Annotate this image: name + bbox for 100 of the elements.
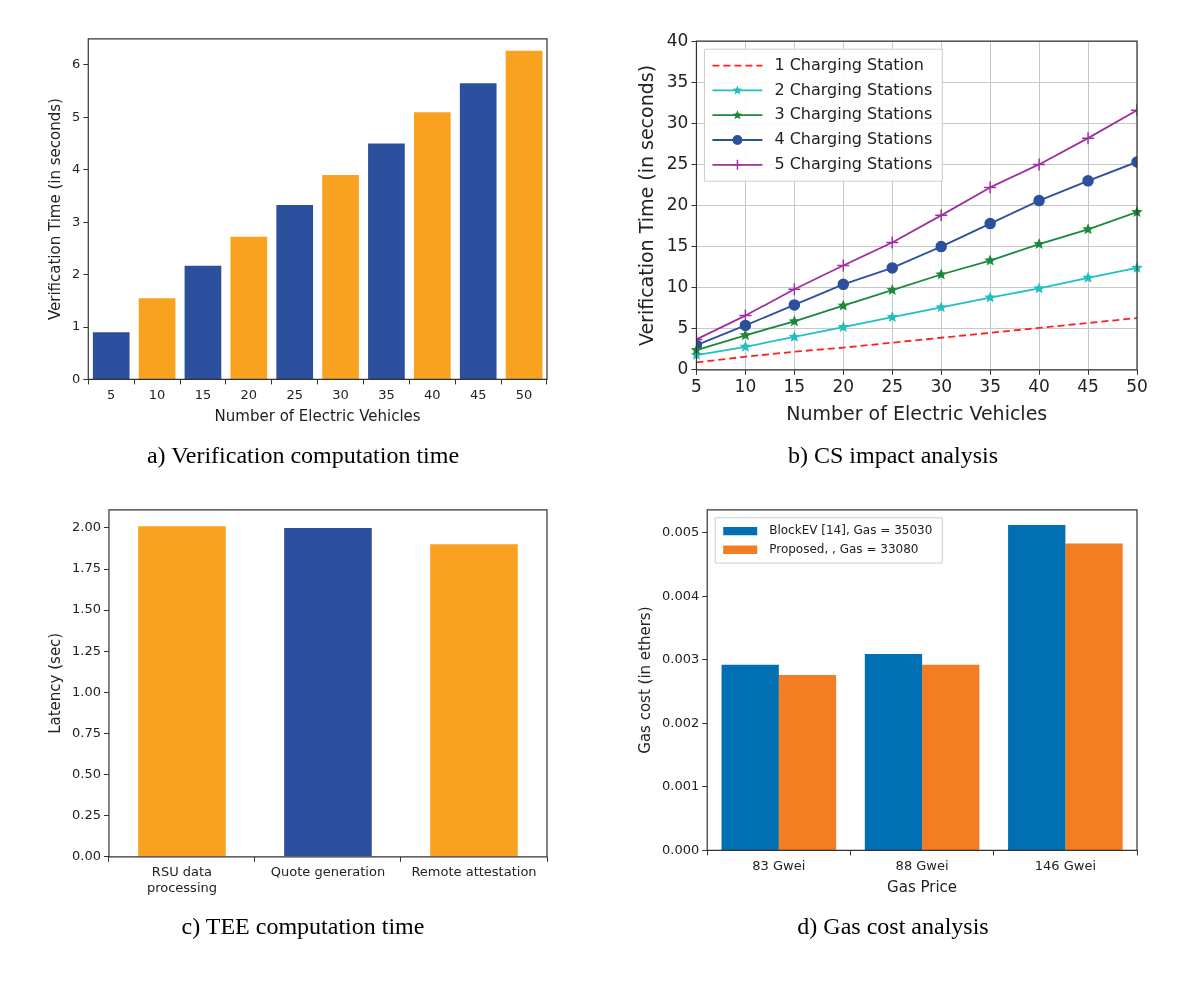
y-tick-label: 20 [666, 193, 689, 214]
point [1033, 238, 1045, 249]
y-tick-label: 0.005 [662, 524, 700, 540]
y-tick-label: 1.25 [71, 642, 101, 658]
x-tick-label: RSU data processing [146, 863, 217, 895]
point [1033, 282, 1045, 294]
x-tick-label: 25 [881, 376, 904, 397]
point [739, 340, 752, 352]
x-tick-label: 35 [378, 386, 395, 402]
y-tick-label: 1.75 [71, 560, 101, 576]
y-tick-label: 0 [71, 370, 81, 386]
x-tick-label: 30 [930, 376, 953, 397]
x-tick-label: 40 [424, 386, 441, 402]
y-tick-label: 0.002 [662, 714, 700, 730]
bar [92, 332, 130, 379]
bar [459, 83, 497, 379]
bar [778, 675, 837, 850]
x-tick-label: Quote generation [270, 863, 386, 879]
text: c) TEE computation time [181, 913, 425, 940]
x-axis-title: Gas Price [887, 877, 958, 896]
y-tick-label: 0 [677, 358, 689, 379]
point [886, 284, 898, 295]
point [787, 282, 802, 297]
y-tick-label: 15 [666, 235, 689, 255]
x-tick-label: 83 Gwei [752, 857, 806, 873]
legend-label: 5 Charging Stations [774, 153, 933, 173]
legend-label: 4 Charging Stations [774, 129, 933, 149]
bar [138, 298, 176, 379]
bar [1008, 525, 1066, 850]
line-series [696, 317, 1137, 364]
x-tick-label: Remote attestation [411, 863, 537, 879]
y-tick-label: 1.00 [71, 683, 101, 699]
x-tick-label: 10 [148, 386, 166, 402]
point [886, 262, 898, 274]
x-tick-label: 88 Gwei [895, 857, 949, 873]
y-tick-label: 0.75 [71, 724, 101, 740]
point [1082, 223, 1094, 235]
y-tick-label: 2.00 [71, 519, 101, 535]
bar [505, 50, 543, 379]
point [1082, 271, 1094, 283]
y-tick-label: 0.000 [662, 841, 700, 857]
bar [922, 664, 980, 850]
x-tick-label: 25 [286, 386, 303, 402]
y-tick-label: 5 [71, 108, 81, 124]
y-tick-label: 4 [71, 161, 81, 177]
point [739, 319, 752, 332]
text: a) Verification computation time [146, 442, 460, 469]
y-axis-title: Verification Time (in seconds) [45, 98, 64, 321]
point [935, 268, 947, 280]
point [886, 311, 898, 323]
point [788, 315, 801, 327]
bar [721, 664, 779, 850]
y-tick-label: 2 [71, 265, 81, 281]
y-tick-label: 0.001 [662, 778, 700, 794]
point [885, 235, 899, 250]
point [935, 301, 947, 313]
x-tick-label: 50 [1126, 376, 1148, 397]
point [837, 299, 849, 311]
y-tick-label: 35 [666, 70, 689, 91]
y-tick-label: 1.50 [71, 601, 101, 617]
bar [1065, 543, 1123, 850]
legend-label: Proposed, , Gas = 33080 [769, 541, 919, 556]
x-tick-label: 45 [469, 386, 487, 402]
point [836, 258, 851, 273]
legend-label: 2 Charging Stations [774, 79, 933, 99]
x-tick-label: 45 [1077, 376, 1099, 397]
x-axis-title: Number of Electric Vehicles [786, 401, 1048, 424]
bar [184, 265, 222, 379]
legend-label: BlockEV [14], Gas = 35030 [769, 523, 933, 538]
x-axis-title: Number of Electric Vehicles [214, 406, 421, 425]
point [837, 321, 849, 332]
y-tick-label: 6 [71, 56, 81, 72]
x-tick-label: 30 [332, 386, 349, 402]
point [935, 240, 947, 253]
y-tick-label: 0.50 [71, 765, 101, 781]
y-tick-label: 25 [666, 152, 689, 173]
point [788, 299, 801, 311]
point [1081, 131, 1095, 145]
bar [276, 204, 314, 379]
point [984, 217, 996, 230]
legend-label: 3 Charging Stations [774, 104, 933, 124]
y-tick-label: 10 [666, 276, 689, 297]
point [1033, 194, 1045, 207]
x-tick-label: 50 [515, 386, 533, 402]
x-tick-label: 20 [832, 376, 855, 397]
x-tick-label: 40 [1028, 376, 1050, 397]
y-tick-label: 0.003 [662, 651, 700, 667]
y-tick-label: 5 [677, 317, 689, 338]
bar [864, 654, 923, 850]
point [788, 330, 801, 342]
x-tick-label: 5 [107, 386, 116, 402]
point [983, 180, 997, 195]
y-tick-label: 1 [71, 318, 81, 334]
y-tick-label: 30 [666, 111, 689, 132]
legend-label: 1 Charging Station [774, 54, 924, 74]
y-tick-label: 0.004 [662, 587, 700, 603]
point [1032, 157, 1046, 172]
point [984, 291, 996, 303]
point [984, 254, 996, 266]
y-axis-title: Verification Time (in seconds) [635, 64, 658, 347]
